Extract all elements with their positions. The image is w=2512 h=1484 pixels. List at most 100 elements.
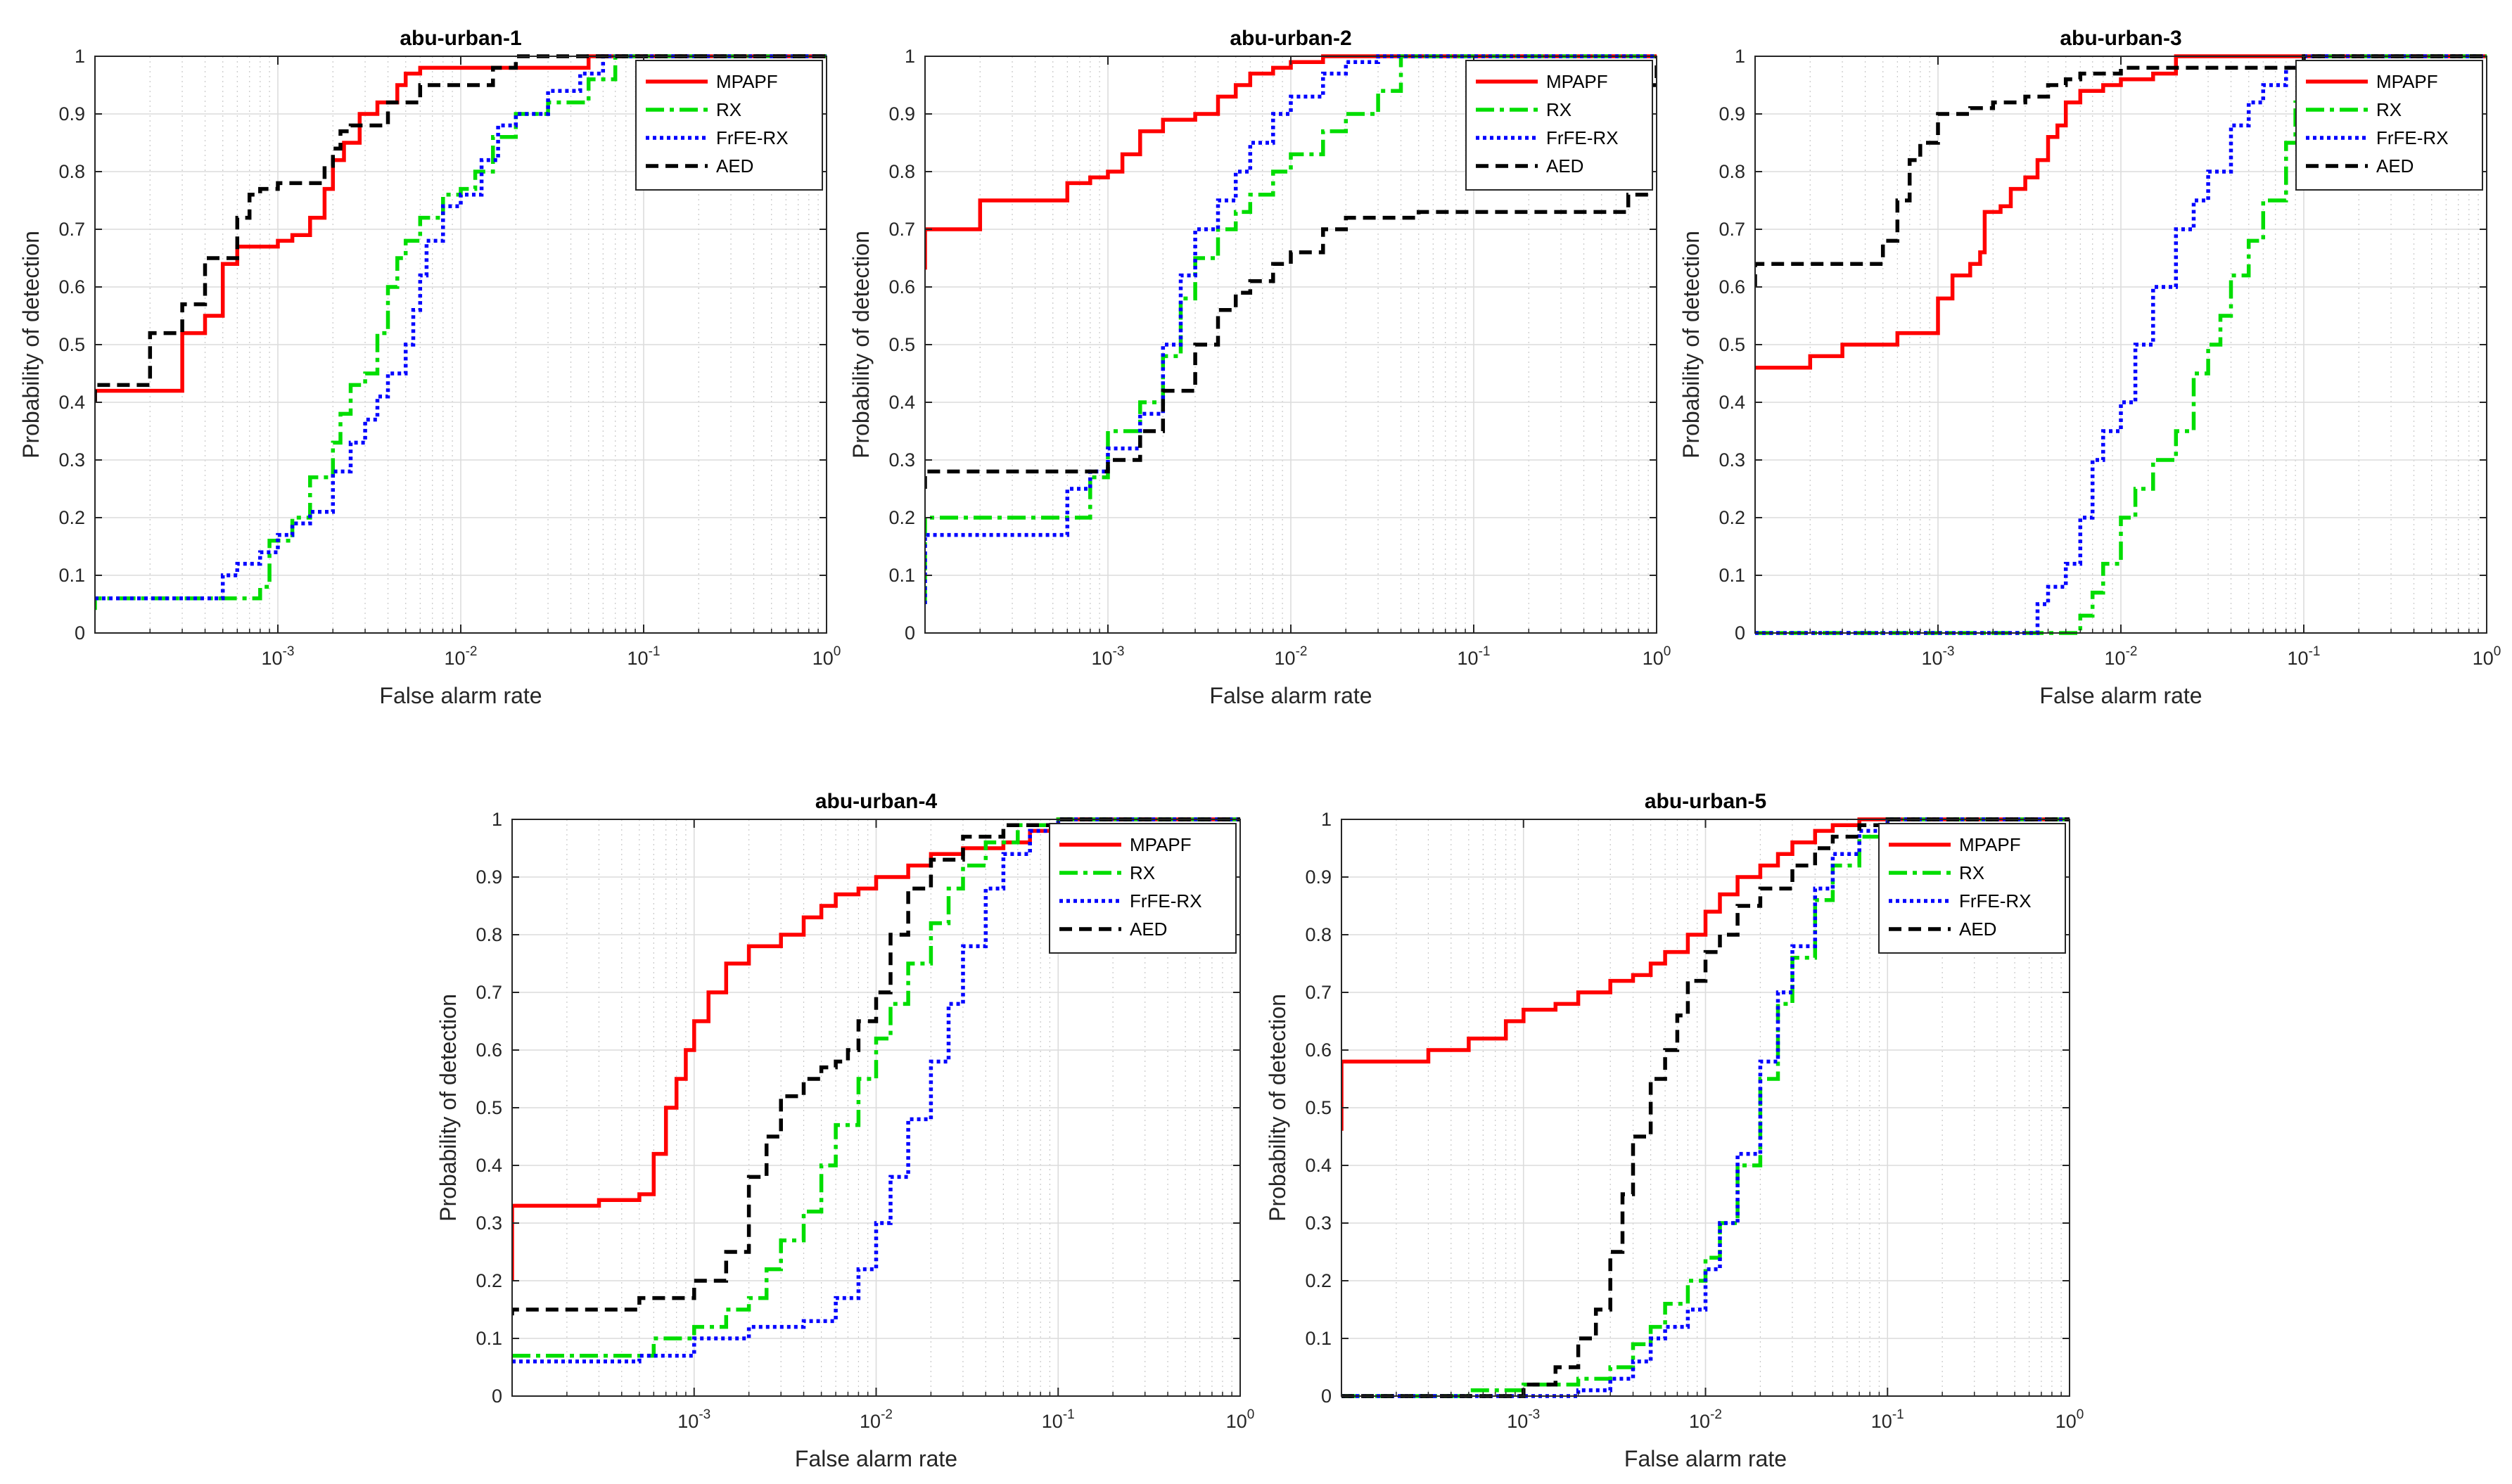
legend: MPAPF RX FrFE-RX AED xyxy=(1465,60,1653,191)
y-tick-label: 0.2 xyxy=(1305,1270,1332,1291)
x-tick-label: 100 xyxy=(2055,1407,2084,1432)
y-tick-label: 0.9 xyxy=(58,103,85,124)
y-tick-label: 0.5 xyxy=(476,1097,502,1118)
chart-abu-urban-2: 0 0.1 0.2 0.3 0.4 0.5 0.6 0.7 0.8 0.9 1 10-3 10-2 10-… xyxy=(848,27,1671,708)
series-line-mpapf xyxy=(95,54,827,402)
y-tick-label: 0.4 xyxy=(476,1155,502,1176)
y-tick-label: 0.3 xyxy=(888,449,915,471)
y-tick-label: 1 xyxy=(75,46,85,67)
y-tick-label: 0.6 xyxy=(58,276,85,298)
y-tick-label: 0.1 xyxy=(1719,565,1745,586)
x-tick-label: 10-1 xyxy=(1042,1407,1075,1432)
y-tick-label: 0.9 xyxy=(888,103,915,124)
legend-label: AED xyxy=(2376,155,2414,177)
x-axis-label: False alarm rate xyxy=(1209,683,1372,708)
y-tick-label: 0.8 xyxy=(476,924,502,945)
y-tick-label: 0.1 xyxy=(1305,1328,1332,1349)
x-tick-label: 10-3 xyxy=(262,644,295,669)
x-tick-label: 100 xyxy=(1226,1407,1255,1432)
series-line-aed xyxy=(95,54,827,402)
y-axis-label: Probability of detection xyxy=(848,231,874,459)
legend-label: FrFE-RX xyxy=(2376,127,2449,148)
series-line-frfe-rx xyxy=(95,54,827,601)
legend: MPAPF RX FrFE-RX AED xyxy=(1878,823,2066,954)
series-line-frfe-rx xyxy=(512,817,1240,1364)
x-axis-label: False alarm rate xyxy=(795,1446,957,1471)
x-tick-label: 100 xyxy=(2473,644,2501,669)
x-tick-label: 100 xyxy=(812,644,841,669)
series-line-aed xyxy=(1755,54,2487,287)
y-tick-label: 1 xyxy=(1735,46,1745,67)
legend-label: RX xyxy=(716,99,741,120)
legend-label: RX xyxy=(1546,99,1571,120)
x-tick-label: 10-1 xyxy=(2288,644,2321,669)
x-tick-label: 10-2 xyxy=(445,644,478,669)
y-axis-label: Probability of detection xyxy=(435,994,461,1222)
y-tick-label: 0.9 xyxy=(1305,866,1332,888)
y-tick-label: 0.5 xyxy=(58,334,85,355)
legend: MPAPF RX FrFE-RX AED xyxy=(2295,60,2483,191)
legend-label: FrFE-RX xyxy=(1130,890,1202,911)
series-line-aed xyxy=(1341,817,2070,1398)
legend-label: FrFE-RX xyxy=(716,127,789,148)
series-line-frfe-rx xyxy=(925,54,1657,604)
legend-label: MPAPF xyxy=(1546,71,1608,92)
legend: MPAPF RX FrFE-RX AED xyxy=(635,60,823,191)
legend-label: MPAPF xyxy=(1959,834,2021,855)
x-axis-label: False alarm rate xyxy=(2039,683,2202,708)
chart-abu-urban-5: 0 0.1 0.2 0.3 0.4 0.5 0.6 0.7 0.8 0.9 1 10-3 10-2 10-… xyxy=(1265,790,2084,1471)
series-line-rx xyxy=(512,817,1240,1358)
x-tick-label: 10-2 xyxy=(2105,644,2138,669)
y-tick-label: 0.3 xyxy=(58,449,85,471)
chart-abu-urban-3: 0 0.1 0.2 0.3 0.4 0.5 0.6 0.7 0.8 0.9 1 10-3 10-2 10-… xyxy=(1678,27,2501,708)
legend-label: AED xyxy=(1546,155,1583,177)
x-axis-label: False alarm rate xyxy=(1624,1446,1787,1471)
x-tick-label: 10-2 xyxy=(1275,644,1308,669)
x-tick-label: 10-1 xyxy=(1871,1407,1904,1432)
y-tick-label: 0 xyxy=(1735,622,1745,644)
y-tick-label: 0.8 xyxy=(1719,161,1745,182)
y-tick-label: 0 xyxy=(492,1386,502,1407)
y-tick-label: 0.5 xyxy=(888,334,915,355)
x-tick-label: 10-3 xyxy=(1507,1407,1540,1432)
y-tick-label: 0.2 xyxy=(888,507,915,528)
chart-title: abu-urban-1 xyxy=(400,27,521,50)
y-tick-label: 0.4 xyxy=(888,392,915,413)
legend-label: FrFE-RX xyxy=(1546,127,1619,148)
y-tick-label: 0.2 xyxy=(58,507,85,528)
legend-label: RX xyxy=(1130,862,1155,883)
y-tick-label: 0.8 xyxy=(888,161,915,182)
legend-label: RX xyxy=(1959,862,1984,883)
series-line-mpapf xyxy=(925,54,1657,270)
legend-label: RX xyxy=(2376,99,2402,120)
y-tick-label: 1 xyxy=(905,46,915,67)
y-tick-label: 0.7 xyxy=(476,982,502,1003)
legend-label: MPAPF xyxy=(2376,71,2438,92)
legend-label: FrFE-RX xyxy=(1959,890,2032,911)
y-axis-label: Probability of detection xyxy=(1678,231,1704,459)
y-tick-label: 0.1 xyxy=(476,1328,502,1349)
y-tick-label: 0.9 xyxy=(1719,103,1745,124)
y-tick-label: 0.3 xyxy=(1305,1213,1332,1234)
y-tick-label: 1 xyxy=(1321,809,1332,830)
legend-label: AED xyxy=(1130,919,1167,940)
y-tick-label: 0.4 xyxy=(58,392,85,413)
y-tick-label: 0.6 xyxy=(476,1040,502,1061)
chart-title: abu-urban-5 xyxy=(1645,790,1766,813)
y-tick-label: 0.5 xyxy=(1305,1097,1332,1118)
legend-label: MPAPF xyxy=(716,71,778,92)
y-axis-label: Probability of detection xyxy=(18,231,44,459)
y-tick-label: 0.3 xyxy=(1719,449,1745,471)
legend: MPAPF RX FrFE-RX AED xyxy=(1049,823,1237,954)
x-tick-label: 10-3 xyxy=(1092,644,1125,669)
y-tick-label: 0.7 xyxy=(1305,982,1332,1003)
chart-abu-urban-4: 0 0.1 0.2 0.3 0.4 0.5 0.6 0.7 0.8 0.9 1 10-3 10-2 10-… xyxy=(435,790,1254,1471)
y-tick-label: 0 xyxy=(905,622,915,644)
y-tick-label: 0.4 xyxy=(1719,392,1745,413)
series-line-rx xyxy=(1341,817,2070,1398)
y-tick-label: 0.7 xyxy=(1719,219,1745,240)
x-axis-label: False alarm rate xyxy=(379,683,542,708)
y-tick-label: 0.6 xyxy=(1719,276,1745,298)
series-line-rx xyxy=(95,54,827,610)
